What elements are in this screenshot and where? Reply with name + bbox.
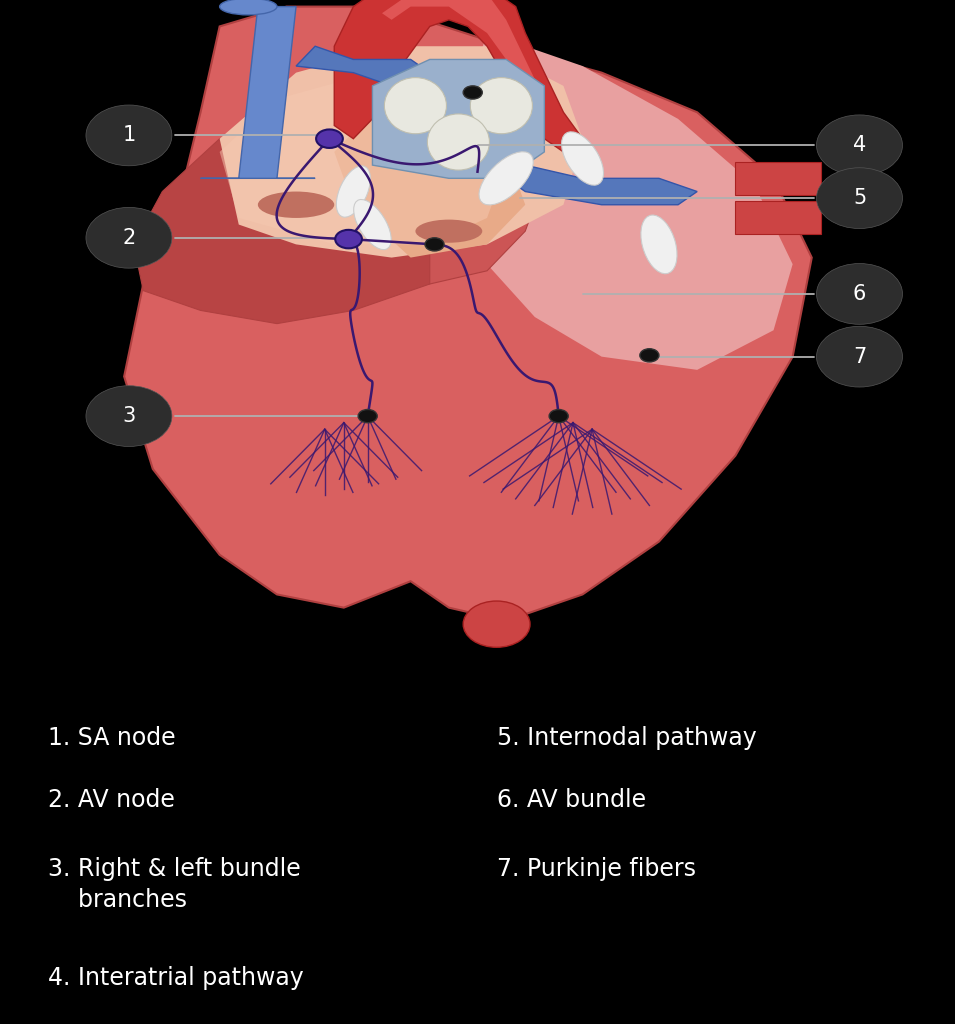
Ellipse shape xyxy=(336,166,371,217)
Ellipse shape xyxy=(220,0,277,15)
Polygon shape xyxy=(735,202,821,234)
Ellipse shape xyxy=(817,263,902,325)
Ellipse shape xyxy=(562,132,604,185)
Text: 2: 2 xyxy=(122,227,136,248)
Polygon shape xyxy=(201,6,315,178)
Circle shape xyxy=(358,410,377,423)
Text: 2. AV node: 2. AV node xyxy=(48,787,175,812)
Polygon shape xyxy=(220,73,544,284)
Text: 5. Internodal pathway: 5. Internodal pathway xyxy=(497,726,756,750)
Ellipse shape xyxy=(479,152,533,205)
Circle shape xyxy=(335,229,362,249)
Ellipse shape xyxy=(817,327,902,387)
Text: 1: 1 xyxy=(122,125,136,145)
Text: 3: 3 xyxy=(122,407,136,426)
Text: 6: 6 xyxy=(853,284,866,304)
Polygon shape xyxy=(220,46,583,258)
Text: 1. SA node: 1. SA node xyxy=(48,726,176,750)
Text: 5: 5 xyxy=(853,188,866,208)
Ellipse shape xyxy=(353,200,392,250)
Text: 3. Right & left bundle
    branches: 3. Right & left bundle branches xyxy=(48,857,301,912)
Ellipse shape xyxy=(427,114,489,170)
Circle shape xyxy=(316,129,343,147)
Polygon shape xyxy=(468,33,793,370)
Ellipse shape xyxy=(258,191,334,218)
Polygon shape xyxy=(124,6,812,621)
Ellipse shape xyxy=(86,105,172,166)
Ellipse shape xyxy=(86,208,172,268)
Text: 4: 4 xyxy=(853,135,866,156)
Ellipse shape xyxy=(415,219,482,243)
Polygon shape xyxy=(134,138,430,324)
Ellipse shape xyxy=(470,78,533,134)
Text: 4. Interatrial pathway: 4. Interatrial pathway xyxy=(48,966,304,990)
Ellipse shape xyxy=(817,115,902,176)
Polygon shape xyxy=(296,46,697,205)
Ellipse shape xyxy=(817,168,902,228)
Ellipse shape xyxy=(641,215,677,273)
Text: 7: 7 xyxy=(853,347,866,367)
Circle shape xyxy=(549,410,568,423)
Polygon shape xyxy=(372,59,544,178)
Ellipse shape xyxy=(463,601,530,647)
Polygon shape xyxy=(735,162,821,195)
Polygon shape xyxy=(334,0,583,152)
Ellipse shape xyxy=(384,78,447,134)
Circle shape xyxy=(425,238,444,251)
Polygon shape xyxy=(334,113,525,258)
Ellipse shape xyxy=(86,386,172,446)
Text: 6. AV bundle: 6. AV bundle xyxy=(497,787,646,812)
Polygon shape xyxy=(220,73,506,245)
Circle shape xyxy=(640,349,659,361)
Text: 7. Purkinje fibers: 7. Purkinje fibers xyxy=(497,857,695,881)
Polygon shape xyxy=(382,0,544,105)
Circle shape xyxy=(463,86,482,99)
